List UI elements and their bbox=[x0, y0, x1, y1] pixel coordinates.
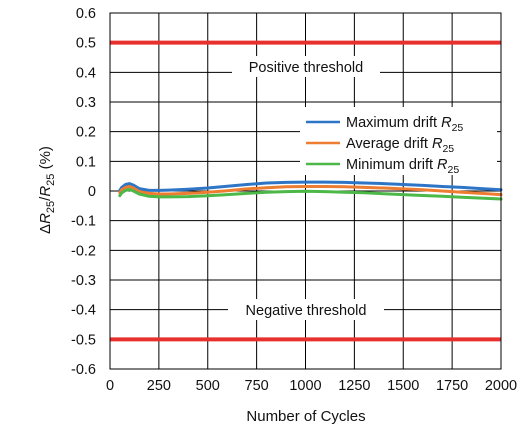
x-tick-label-8: 2000 bbox=[485, 378, 517, 394]
legend: Maximum drift R25 Average drift R25 Minimu… bbox=[300, 107, 497, 176]
plot-frame bbox=[109, 12, 502, 370]
threshold-label-0: Positive threshold bbox=[249, 60, 363, 76]
y-axis-title: ΔR25/R25 (%) bbox=[37, 146, 57, 234]
x-tick-label-4: 1000 bbox=[289, 378, 321, 394]
series-lines bbox=[118, 180, 503, 201]
y-tick-label-10: -0.4 bbox=[71, 303, 96, 319]
x-tick-label-5: 1250 bbox=[338, 378, 370, 394]
y-tick-label-11: -0.5 bbox=[71, 332, 96, 348]
x-tick-label-2: 500 bbox=[196, 378, 220, 394]
threshold-lines bbox=[110, 40, 501, 342]
threshold-label-bg-1 bbox=[228, 299, 384, 320]
threshold-label-bg-0 bbox=[232, 56, 380, 77]
y-tick-label-1: 0.5 bbox=[76, 36, 96, 52]
y-tick-label-12: -0.6 bbox=[71, 362, 96, 378]
x-axis-title: Number of Cycles bbox=[246, 408, 365, 425]
x-tick-label-3: 750 bbox=[245, 378, 269, 394]
x-tick-label-6: 1500 bbox=[387, 378, 419, 394]
y-tick-label-5: 0.1 bbox=[76, 154, 96, 170]
series-line-2 bbox=[118, 188, 503, 201]
y-tick-label-7: -0.1 bbox=[71, 214, 96, 230]
y-tick-label-9: -0.3 bbox=[71, 273, 96, 289]
threshold-annotations: Positive threshold Negative threshold bbox=[228, 56, 384, 320]
y-axis-ticks: 0.6 0.5 0.4 0.3 0.2 0.1 0 -0.1 -0.2 -0.3 -0.4 -0.5 -… bbox=[71, 6, 96, 378]
y-tick-label-8: -0.2 bbox=[71, 243, 96, 259]
series-line-0 bbox=[118, 180, 503, 192]
y-tick-label-2: 0.4 bbox=[76, 65, 96, 81]
series-line-1 bbox=[118, 185, 503, 197]
y-tick-label-4: 0.2 bbox=[76, 125, 96, 141]
legend-label-2: Minimum drift R25 bbox=[346, 157, 459, 176]
threshold-label-1: Negative threshold bbox=[246, 303, 367, 319]
legend-label-1: Average drift R25 bbox=[346, 136, 454, 155]
y-tick-label-0: 0.6 bbox=[76, 6, 96, 22]
x-tick-label-1: 250 bbox=[147, 378, 171, 394]
x-axis-ticks: 0 250 500 750 1000 1250 1500 1750 2000 bbox=[106, 378, 517, 394]
y-tick-label-6: 0 bbox=[88, 184, 96, 200]
legend-label-0: Maximum drift R25 bbox=[346, 115, 463, 134]
y-tick-label-3: 0.3 bbox=[76, 95, 96, 111]
x-tick-label-0: 0 bbox=[106, 378, 114, 394]
x-tick-label-7: 1750 bbox=[436, 378, 468, 394]
